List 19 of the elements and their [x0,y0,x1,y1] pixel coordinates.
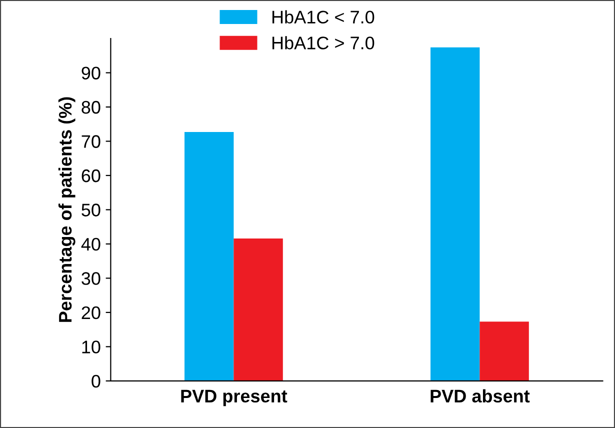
legend-label: HbA1C > 7.0 [272,36,374,50]
bar [184,132,234,381]
y-tick-label: 50 [82,204,100,216]
y-tick-label: 80 [82,100,100,114]
y-tick-label: 0 [92,374,100,388]
y-tick-label: 90 [82,66,100,80]
y-tick-label: 10 [82,340,100,354]
bar [430,47,480,381]
y-tick-label: 30 [82,272,100,285]
y-axis-title: Percentage of patients (%) [58,97,76,322]
bar [480,322,529,381]
y-tick-label: 70 [82,135,100,148]
y-tick-label: 60 [82,169,100,182]
bar [234,238,283,381]
x-tick-label: PVD absent [430,389,530,403]
y-tick-label: 40 [81,238,100,251]
legend-label: HbA1C < 7.0 [272,10,374,24]
y-tick-label: 20 [82,306,100,320]
x-tick-label: PVD present [181,390,288,406]
